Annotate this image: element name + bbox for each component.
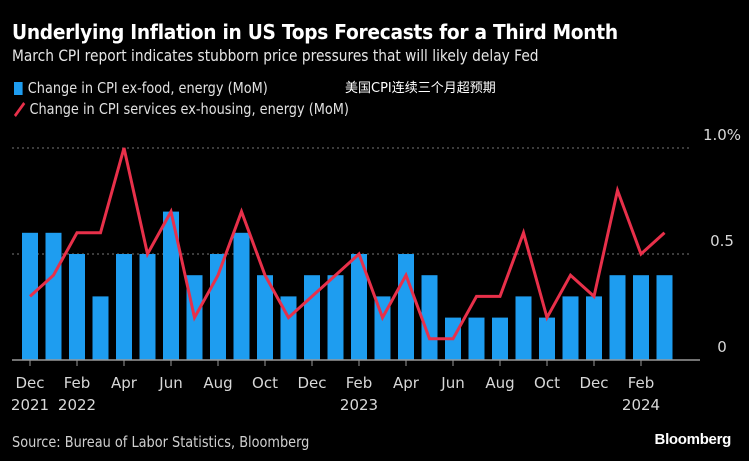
- bar: [515, 296, 532, 360]
- source-note: Source: Bureau of Labor Statistics, Bloo…: [12, 433, 310, 451]
- bar: [257, 275, 273, 360]
- y-axis-labels: 0 0.5 1.0%: [703, 126, 741, 356]
- bar: [633, 275, 649, 360]
- x-tick-year-label: 2022: [58, 396, 96, 414]
- bar: [163, 211, 179, 360]
- bar: [327, 275, 344, 360]
- legend-item-core-cpi: Change in CPI ex-food, energy (MoM): [14, 79, 268, 97]
- legend-label: Change in CPI services ex-housing, energ…: [29, 100, 349, 118]
- x-tick-month-label: Feb: [64, 374, 91, 392]
- legend-bar-swatch-icon: [14, 81, 23, 95]
- x-tick-month-label: Aug: [203, 374, 232, 392]
- y-tick-label: 1.0%: [703, 126, 741, 144]
- x-tick-year-label: 2021: [11, 396, 49, 414]
- y-tick-label: 0.5: [710, 232, 734, 250]
- bar: [304, 275, 320, 360]
- bar: [609, 275, 626, 360]
- x-tick-month-label: Feb: [346, 374, 373, 392]
- bar: [139, 254, 156, 360]
- y-tick-label: 0: [717, 338, 727, 356]
- bar: [233, 232, 250, 360]
- bar: [92, 296, 109, 360]
- x-tick-month-label: Jun: [158, 374, 182, 392]
- chinese-annotation: 美国CPI连续三个月超预期: [345, 81, 496, 96]
- bar: [398, 254, 414, 360]
- x-tick-month-label: Dec: [297, 374, 326, 392]
- bar: [586, 296, 602, 360]
- bar: [492, 317, 508, 360]
- chart-title: Underlying Inflation in US Tops Forecast…: [12, 20, 618, 44]
- bar: [69, 254, 85, 360]
- x-tick-year-label: 2024: [622, 396, 660, 414]
- gridlines: [12, 147, 690, 255]
- chart-subtitle: March CPI report indicates stubborn pric…: [12, 46, 539, 65]
- x-tick-month-label: Apr: [393, 374, 420, 392]
- legend-item-supercore: Change in CPI services ex-housing, energ…: [14, 100, 349, 118]
- bar: [468, 317, 485, 360]
- bar: [116, 254, 132, 360]
- x-tick-month-label: Jun: [440, 374, 464, 392]
- x-tick-month-label: Aug: [485, 374, 514, 392]
- x-axis: [12, 359, 700, 366]
- x-tick-month-label: Dec: [579, 374, 608, 392]
- bloomberg-logo: Bloomberg: [654, 431, 732, 448]
- legend-label: Change in CPI ex-food, energy (MoM): [27, 79, 268, 97]
- bar: [562, 296, 579, 360]
- bar-series: [22, 211, 673, 360]
- bar: [210, 254, 226, 360]
- line-path: [28, 147, 666, 341]
- bar: [351, 254, 367, 360]
- x-tick-month-label: Oct: [252, 374, 278, 392]
- x-tick-month-label: Oct: [534, 374, 560, 392]
- x-tick-month-label: Feb: [628, 374, 655, 392]
- bar: [421, 275, 438, 360]
- x-tick-month-label: Apr: [111, 374, 138, 392]
- x-tick-year-label: 2023: [340, 396, 378, 414]
- bar: [656, 275, 673, 360]
- bar: [539, 317, 555, 360]
- line-series: [28, 147, 666, 341]
- x-tick-month-label: Dec: [15, 374, 44, 392]
- x-axis-labels: Dec 2021 Feb 2022 Apr Jun Aug Oct Dec Feb 2023 Apr J…: [11, 374, 660, 414]
- bar: [45, 232, 62, 360]
